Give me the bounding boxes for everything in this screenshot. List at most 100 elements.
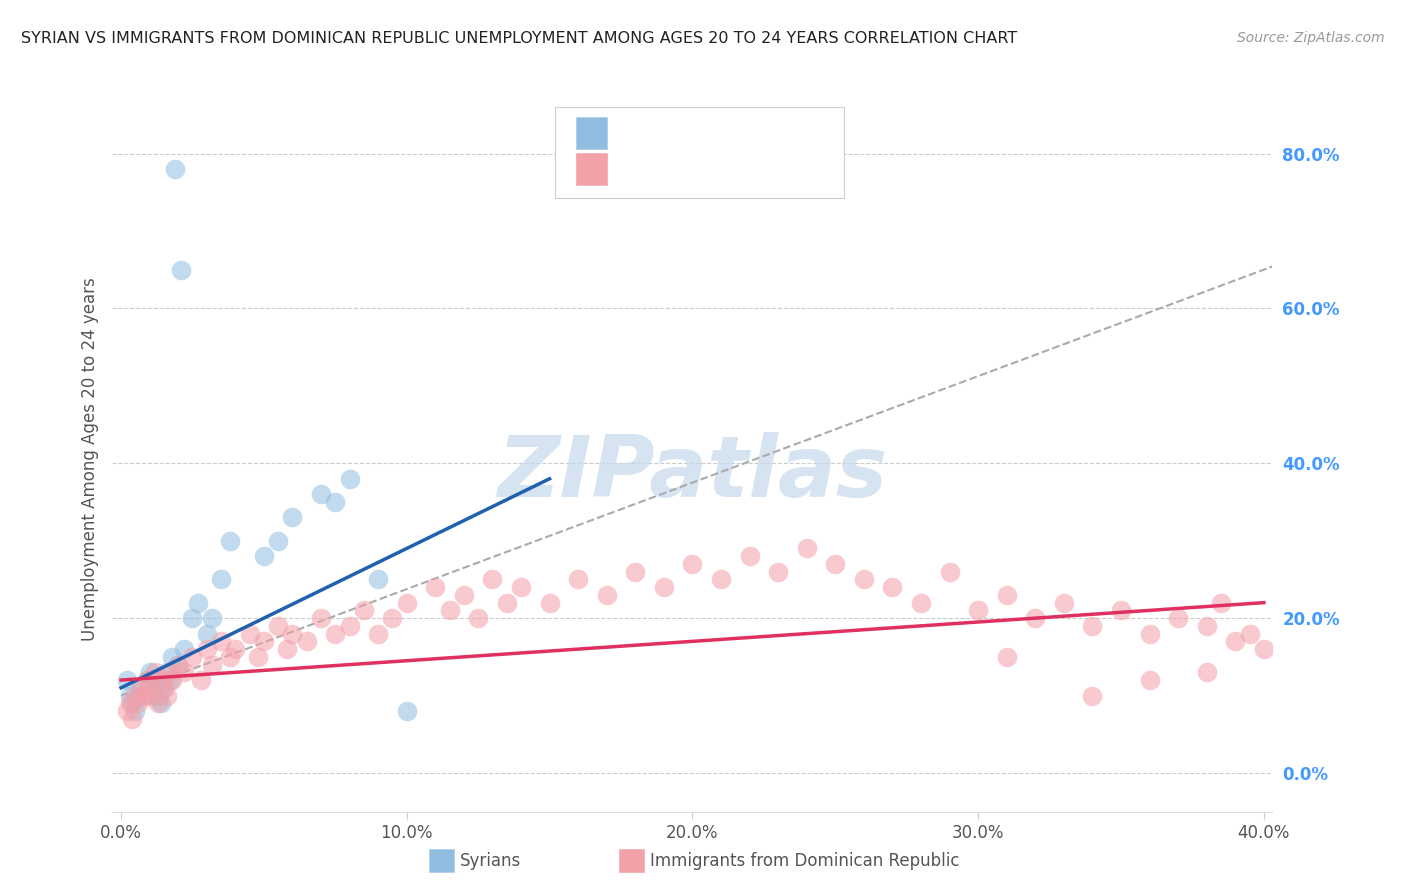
Point [1209, 596, 1232, 610]
Point [852, 573, 875, 587]
Point [181, 611, 204, 625]
Point [1109, 603, 1132, 617]
Point [567, 573, 589, 587]
Point [395, 596, 418, 610]
Point [201, 611, 224, 625]
Point [124, 689, 146, 703]
Point [267, 533, 290, 548]
Point [148, 696, 170, 710]
Point [190, 673, 212, 687]
Point [162, 673, 184, 687]
Point [187, 596, 209, 610]
Point [135, 673, 157, 687]
Point [115, 673, 138, 687]
Point [118, 696, 141, 710]
Point [439, 603, 461, 617]
Point [127, 696, 149, 710]
Point [162, 649, 184, 664]
Point [253, 634, 276, 648]
Text: N = 35: N = 35 [738, 124, 801, 142]
Point [453, 588, 475, 602]
Point [118, 689, 141, 703]
Point [1024, 611, 1046, 625]
Point [138, 665, 160, 680]
Point [1239, 626, 1261, 640]
Point [495, 596, 517, 610]
Point [167, 657, 190, 672]
Point [538, 596, 561, 610]
Point [367, 626, 389, 640]
Text: Immigrants from Dominican Republic: Immigrants from Dominican Republic [650, 852, 959, 870]
Point [167, 657, 190, 672]
Point [141, 673, 163, 687]
Point [132, 689, 155, 703]
Point [218, 533, 240, 548]
Point [127, 689, 149, 703]
Point [173, 642, 195, 657]
Point [143, 665, 166, 680]
Point [995, 588, 1018, 602]
Point [247, 649, 270, 664]
Point [323, 495, 346, 509]
Point [1253, 642, 1275, 657]
Point [281, 510, 304, 524]
Point [153, 681, 176, 695]
Point [323, 626, 346, 640]
Point [339, 472, 361, 486]
Point [201, 657, 224, 672]
Point [181, 649, 204, 664]
Point [239, 626, 262, 640]
Text: N = 79: N = 79 [738, 160, 801, 178]
Point [1053, 596, 1076, 610]
Point [129, 681, 152, 695]
Text: ZIPatlas: ZIPatlas [498, 432, 887, 515]
Point [995, 649, 1018, 664]
Point [1081, 689, 1104, 703]
Point [353, 603, 375, 617]
Text: R = 0.234: R = 0.234 [614, 124, 704, 142]
Point [1081, 619, 1104, 633]
Point [652, 580, 675, 594]
Point [143, 681, 166, 695]
Point [395, 704, 418, 718]
Y-axis label: Unemployment Among Ages 20 to 24 years: Unemployment Among Ages 20 to 24 years [80, 277, 98, 641]
Point [148, 689, 170, 703]
Point [156, 689, 179, 703]
Point [1195, 619, 1218, 633]
Point [138, 681, 160, 695]
Point [425, 580, 447, 594]
Point [596, 588, 619, 602]
Point [218, 649, 240, 664]
Point [967, 603, 990, 617]
Point [195, 642, 218, 657]
Point [467, 611, 489, 625]
Point [710, 573, 733, 587]
Point [159, 665, 181, 680]
Point [510, 580, 533, 594]
Point [129, 681, 152, 695]
Point [682, 557, 704, 571]
Point [195, 626, 218, 640]
Point [295, 634, 318, 648]
Point [209, 634, 232, 648]
Point [276, 642, 298, 657]
Point [135, 673, 157, 687]
Point [159, 673, 181, 687]
Point [1139, 673, 1161, 687]
Point [150, 696, 173, 710]
Text: Source: ZipAtlas.com: Source: ZipAtlas.com [1237, 31, 1385, 45]
Point [381, 611, 404, 625]
Point [309, 611, 332, 625]
Point [882, 580, 904, 594]
Text: SYRIAN VS IMMIGRANTS FROM DOMINICAN REPUBLIC UNEMPLOYMENT AMONG AGES 20 TO 24 YE: SYRIAN VS IMMIGRANTS FROM DOMINICAN REPU… [21, 31, 1018, 46]
Point [938, 565, 960, 579]
Point [141, 689, 163, 703]
Point [115, 704, 138, 718]
Point [267, 619, 290, 633]
Point [156, 665, 179, 680]
Point [796, 541, 818, 556]
Point [1195, 665, 1218, 680]
Point [121, 712, 143, 726]
Point [367, 573, 389, 587]
Point [124, 704, 146, 718]
